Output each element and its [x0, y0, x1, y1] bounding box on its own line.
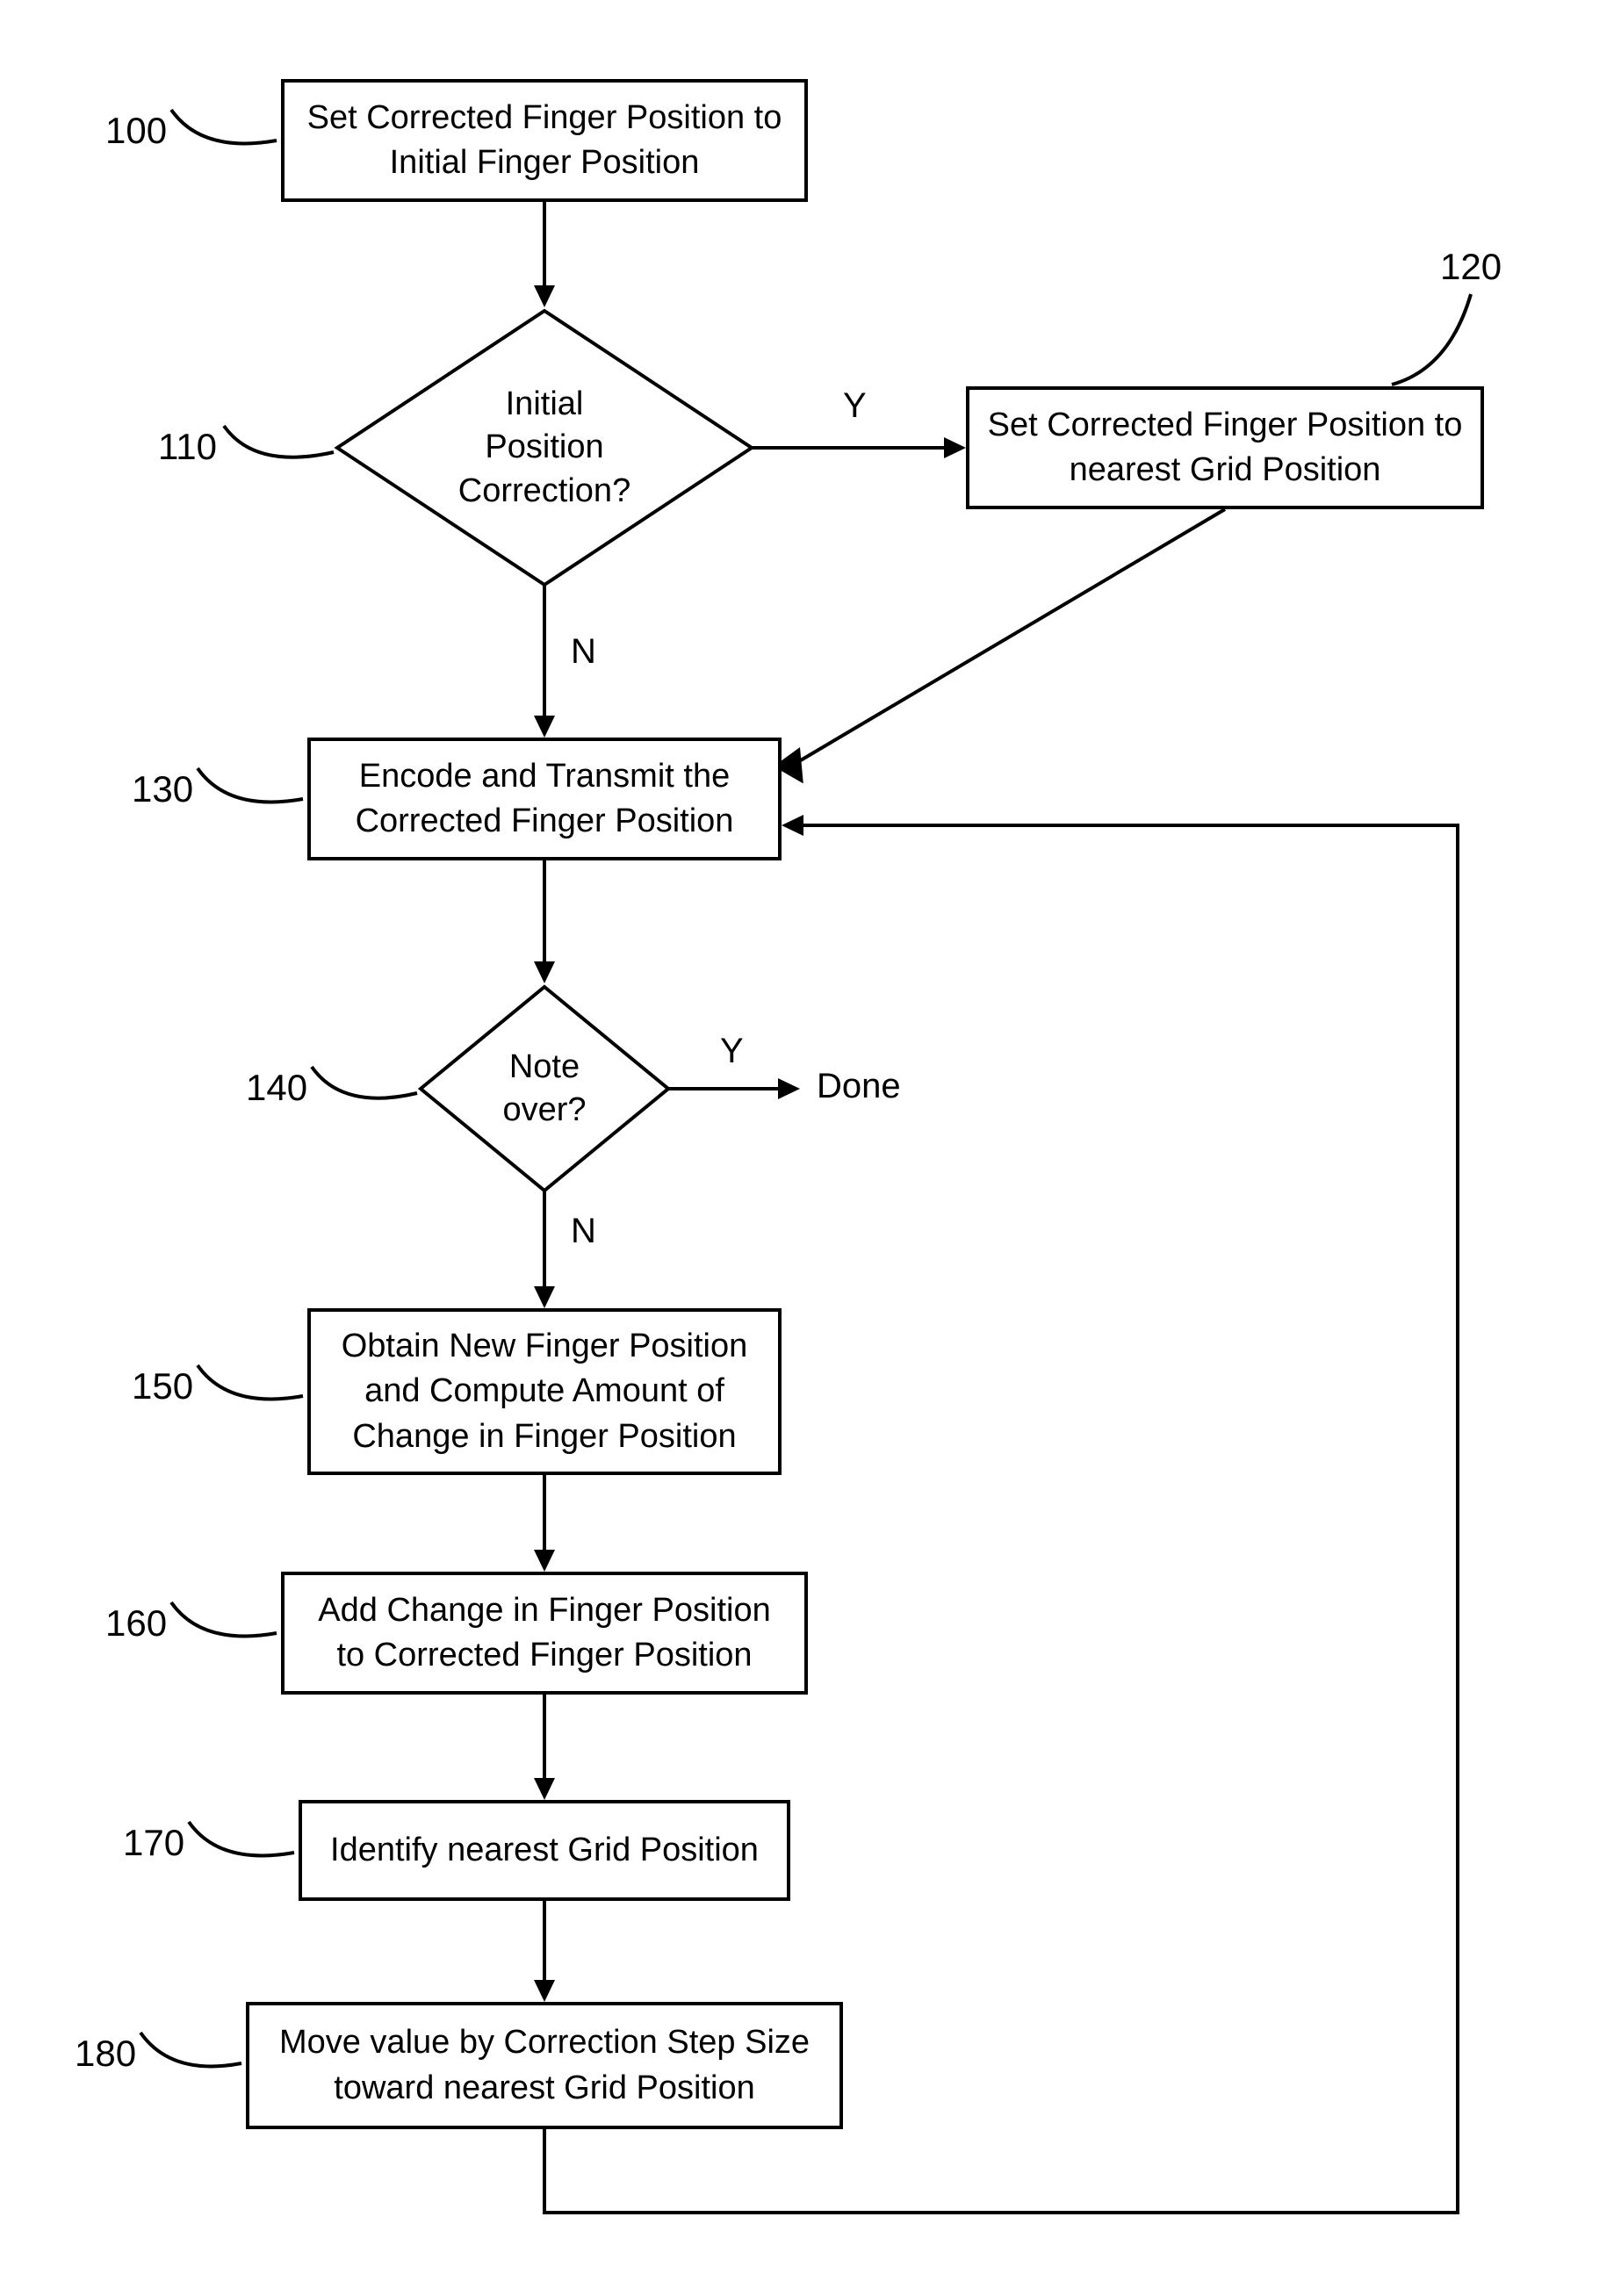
process-text-100: Set Corrected Finger Position to Initial… — [302, 96, 787, 186]
ref-label-120: 120 — [1440, 246, 1502, 288]
decision-110: Initial Position Correction? — [334, 307, 755, 588]
ref-hook-140 — [307, 1062, 421, 1115]
ref-label-150: 150 — [132, 1365, 193, 1407]
ref-label-160: 160 — [105, 1602, 167, 1645]
ref-label-170: 170 — [123, 1822, 184, 1864]
ref-label-180: 180 — [75, 2033, 136, 2075]
ref-hook-130 — [193, 764, 307, 817]
ref-hook-160 — [167, 1598, 281, 1651]
arrow-120-130 — [773, 509, 1229, 781]
flowchart-canvas: Set Corrected Finger Position to Initial… — [0, 0, 1621, 2296]
ref-label-130: 130 — [132, 768, 193, 810]
arrow-110-130 — [527, 585, 562, 738]
ref-hook-170 — [184, 1817, 299, 1870]
ref-hook-110 — [220, 421, 338, 474]
ref-hook-150 — [193, 1361, 307, 1414]
process-box-100: Set Corrected Finger Position to Initial… — [281, 79, 808, 202]
process-text-120: Set Corrected Finger Position to nearest… — [987, 403, 1463, 493]
ref-label-140: 140 — [246, 1067, 307, 1109]
process-box-120: Set Corrected Finger Position to nearest… — [966, 386, 1484, 509]
ref-hook-100 — [167, 105, 281, 158]
edge-label-110y: Y — [843, 386, 867, 426]
arrow-110-120 — [752, 430, 966, 465]
ref-label-100: 100 — [105, 110, 167, 152]
edge-label-110n: N — [571, 632, 596, 672]
ref-hook-180 — [136, 2028, 246, 2081]
ref-hook-120 — [1387, 290, 1493, 386]
decision-text-140: Note over? — [502, 1046, 586, 1133]
arrow-100-110 — [527, 202, 562, 307]
arrow-180-130 — [527, 808, 1493, 2256]
ref-label-110: 110 — [158, 426, 217, 468]
decision-text-110: Initial Position Correction? — [458, 383, 630, 513]
